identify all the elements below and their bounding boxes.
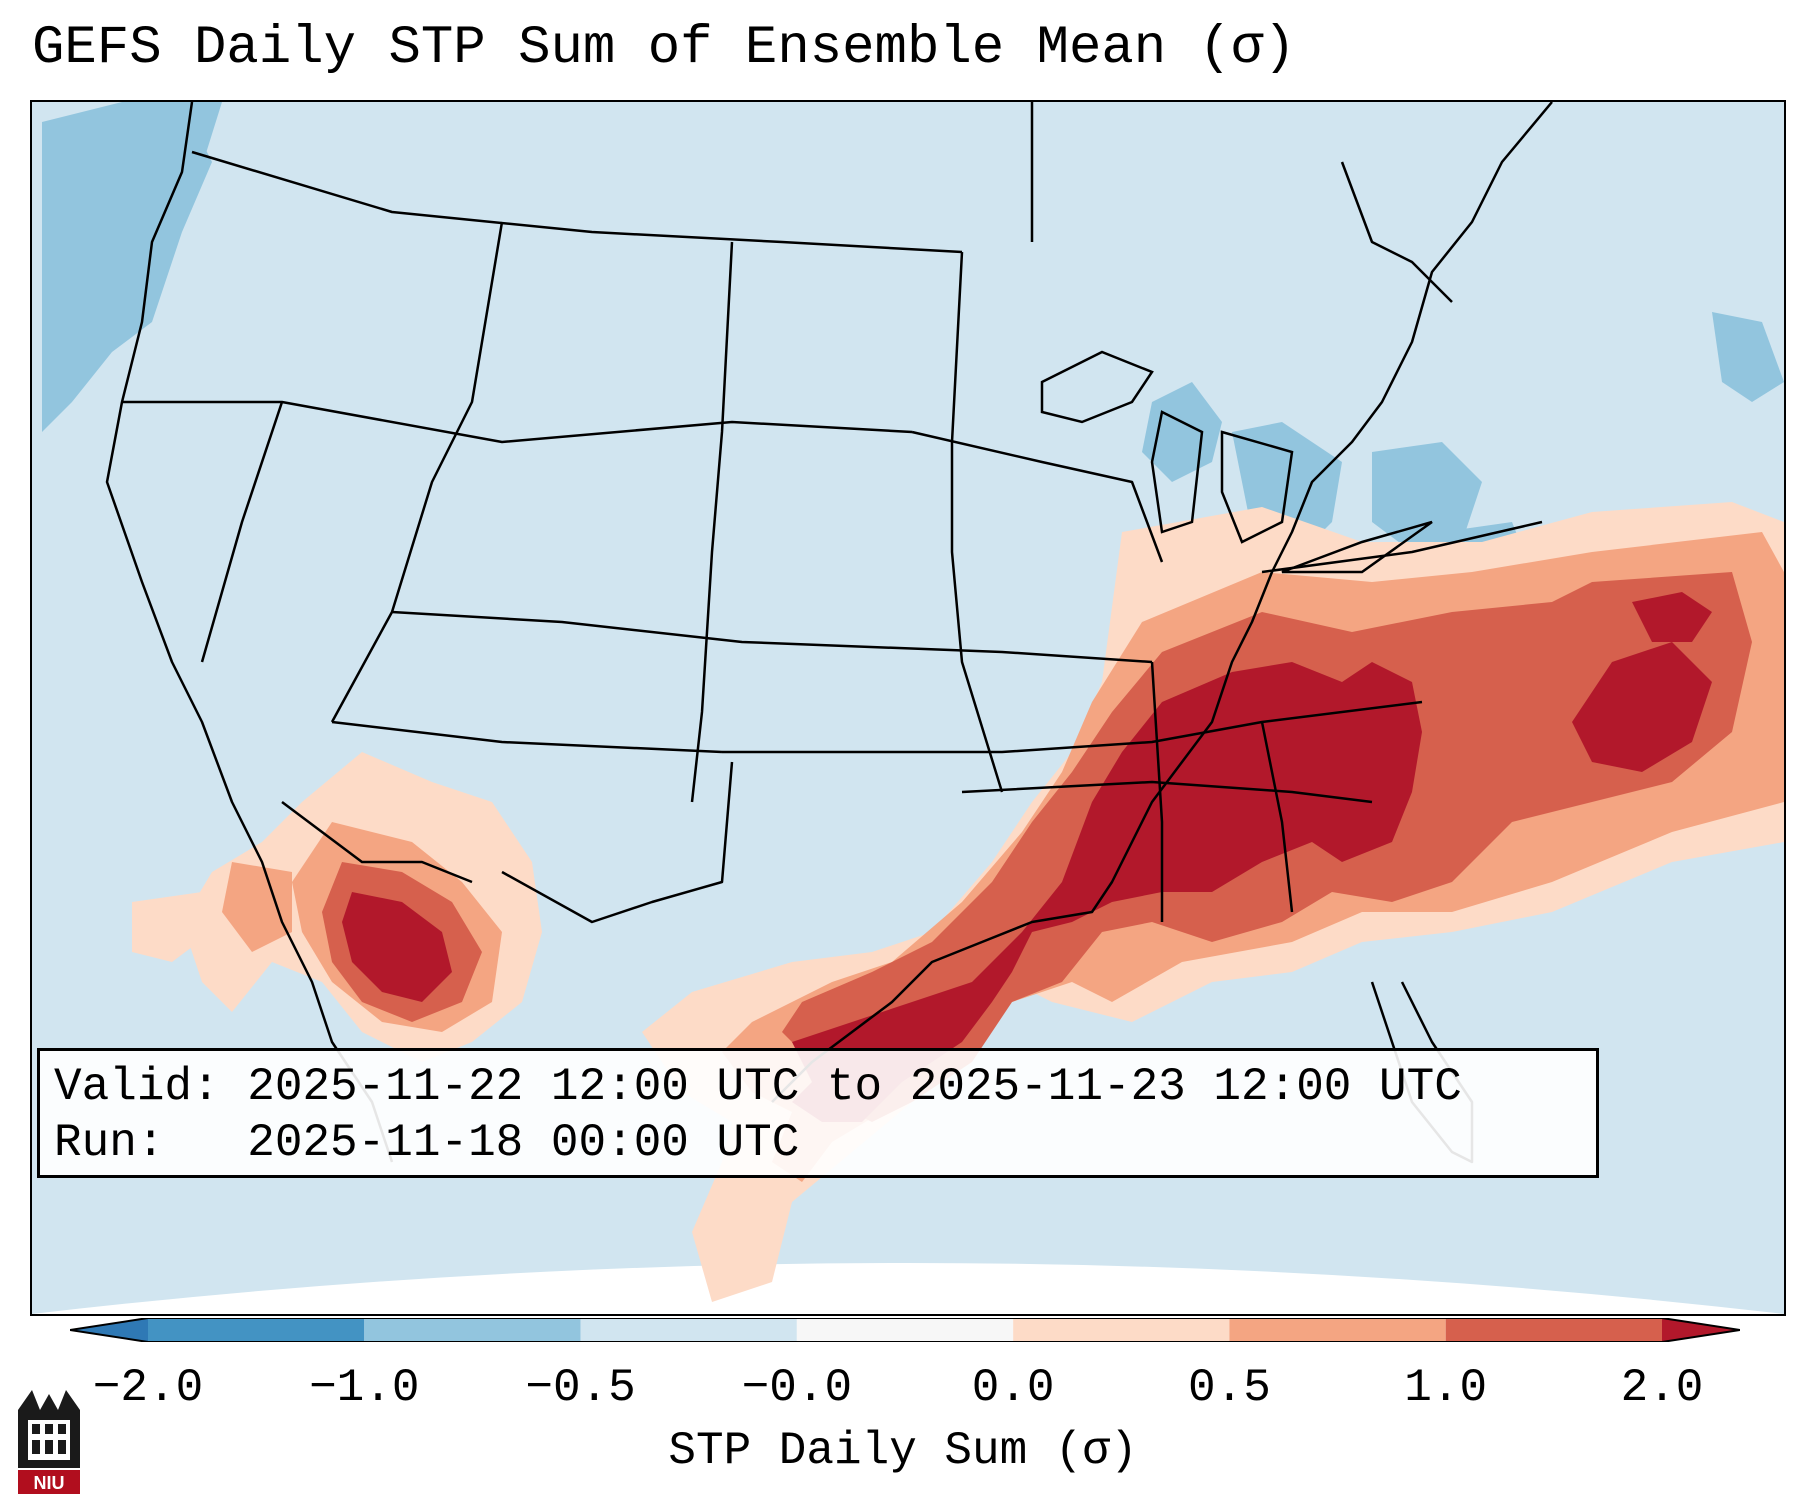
colorbar-tick-label: 1.0 [1404,1362,1488,1414]
colorbar-segment [148,1318,365,1342]
colorbar-segment [364,1318,581,1342]
colorbar-segment [70,1318,148,1342]
positive-anomaly-extreme [342,592,1712,1122]
valid-time-text: Valid: 2025-11-22 12:00 UTC to 2025-11-2… [54,1061,1462,1113]
colorbar-tick-label: −2.0 [92,1362,204,1414]
colorbar-tick-label: 2.0 [1620,1362,1704,1414]
state-borders [122,102,1543,924]
colorbar [70,1318,1740,1342]
colorbar-segment [1013,1318,1230,1342]
colorbar-segment [1662,1318,1740,1342]
map-title: GEFS Daily STP Sum of Ensemble Mean (σ) [32,18,1296,79]
logo-text: NIU [34,1473,65,1493]
great-lakes [1040,350,1433,574]
colorbar-tick-label: 0.0 [971,1362,1055,1414]
niu-logo: NIU [18,1390,80,1494]
colorbar-segment [1445,1318,1662,1342]
colorbar-segment [796,1318,1014,1342]
valid-time-box: Valid: 2025-11-22 12:00 UTC to 2025-11-2… [37,1048,1599,1178]
colorbar-segment [1229,1318,1446,1342]
stp-map [32,102,1784,1314]
colorbar-tick-label: −1.0 [309,1362,420,1414]
map-panel [30,100,1786,1316]
run-time-text: Run: 2025-11-18 00:00 UTC [54,1117,800,1169]
colorbar-segment [580,1318,797,1342]
colorbar-tick-label: −0.0 [741,1362,853,1414]
colorbar-tick-label: 0.5 [1188,1362,1271,1414]
colorbar-label: STP Daily Sum (σ) [668,1425,1138,1477]
colorbar-tick-label: −0.5 [525,1362,636,1414]
